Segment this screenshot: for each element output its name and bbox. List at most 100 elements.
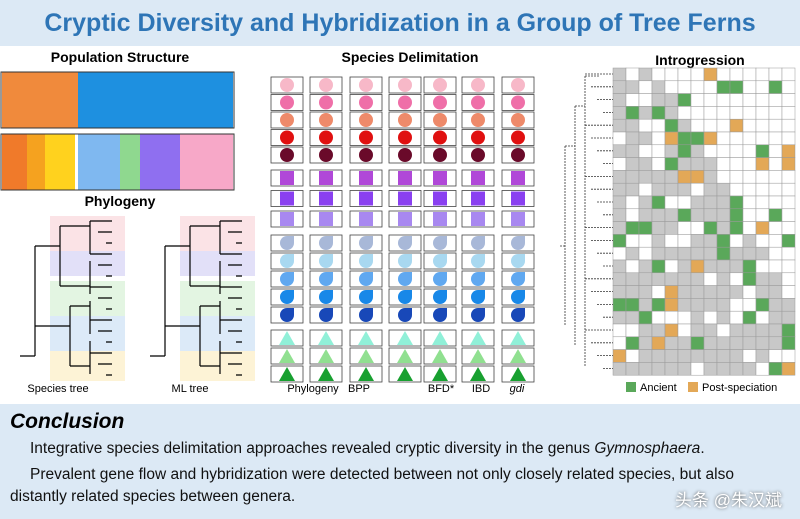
- heat-cell: [664, 310, 679, 325]
- heat-cell: [768, 259, 783, 274]
- heat-cell: [638, 272, 653, 286]
- heat-cell: [768, 195, 783, 210]
- heat-cell: [677, 323, 692, 338]
- heat-cell: [612, 67, 627, 82]
- heat-cell: [742, 285, 757, 299]
- heat-cell: [625, 131, 640, 146]
- heat-cell: [690, 93, 705, 107]
- drop-icon: [511, 236, 525, 250]
- heat-cell: [651, 259, 666, 274]
- heat-cell: [625, 310, 640, 325]
- heat-cell: [768, 170, 783, 184]
- heat-cell: [729, 221, 744, 235]
- heat-cell: [664, 362, 679, 376]
- heat-cell: [651, 93, 666, 107]
- heat-cell: [781, 349, 796, 363]
- heat-cell: [703, 323, 718, 338]
- heat-cell: [742, 144, 757, 158]
- panel-title: Population Structure: [51, 49, 190, 65]
- heat-cell: [664, 106, 679, 120]
- structure-bar: [2, 134, 27, 190]
- heat-cell: [612, 336, 627, 350]
- square-icon: [319, 171, 333, 185]
- square-icon: [433, 171, 447, 185]
- drop-icon: [319, 236, 333, 250]
- heat-cell: [742, 80, 757, 94]
- heat-cell: [612, 272, 627, 286]
- heat-cell: [664, 285, 679, 299]
- conclusion: Conclusion Integrative species delimitat…: [0, 404, 800, 519]
- square-icon: [511, 191, 525, 206]
- panel-title: Species Delimitation: [342, 49, 479, 65]
- heat-cell: [612, 80, 627, 94]
- heat-cell: [742, 208, 757, 222]
- structure-bar: [140, 134, 180, 190]
- heat-cell: [755, 362, 770, 376]
- square-icon: [471, 171, 485, 185]
- heat-cell: [768, 144, 783, 158]
- heat-cell: [638, 234, 653, 248]
- heat-cell: [703, 349, 718, 363]
- drop-icon: [511, 254, 525, 268]
- heat-cell: [716, 157, 731, 171]
- tree: [150, 220, 242, 376]
- heat-cell: [625, 323, 640, 338]
- heat-cell: [651, 310, 666, 325]
- triangle-icon: [279, 349, 295, 363]
- heat-cell: [716, 310, 731, 325]
- heat-cell: [755, 234, 770, 248]
- heat-cell: [755, 93, 770, 107]
- heat-cell: [677, 157, 692, 171]
- triangle-icon: [397, 367, 413, 381]
- heat-cell: [781, 310, 796, 325]
- heat-cell: [729, 336, 744, 350]
- heat-cell: [703, 118, 718, 133]
- heat-cell: [651, 362, 666, 376]
- circle-icon: [280, 113, 294, 127]
- circle-icon: [511, 148, 525, 162]
- heat-cell: [781, 323, 796, 338]
- heat-cell: [755, 182, 770, 197]
- square-icon: [359, 191, 373, 206]
- heat-cell: [638, 106, 653, 120]
- heat-cell: [768, 208, 783, 222]
- heat-cell: [690, 157, 705, 171]
- heat-cell: [742, 131, 757, 146]
- heat-cell: [677, 285, 692, 299]
- figure: Population Structure Phylogeny Species t…: [0, 49, 796, 395]
- heat-cell: [729, 144, 744, 158]
- heat-cell: [716, 246, 731, 261]
- heat-cell: [612, 131, 627, 146]
- heat-cell: [625, 246, 640, 261]
- square-icon: [433, 212, 447, 226]
- drop-icon: [471, 308, 485, 322]
- heat-cell: [677, 182, 692, 197]
- triangle-icon: [510, 367, 526, 381]
- heat-cell: [781, 67, 796, 82]
- heat-cell: [742, 349, 757, 363]
- structure-bar: [78, 72, 233, 128]
- heat-cell: [612, 157, 627, 171]
- drop-icon: [359, 272, 373, 286]
- heat-cell: [677, 259, 692, 274]
- heat-cell: [612, 259, 627, 274]
- heat-cell: [768, 67, 783, 82]
- legend-label: Ancient: [640, 382, 677, 394]
- heat-cell: [677, 234, 692, 248]
- heat-cell: [755, 298, 770, 312]
- heat-cell: [716, 131, 731, 146]
- drop-icon: [398, 254, 412, 268]
- heat-cell: [703, 182, 718, 197]
- drop-icon: [280, 254, 294, 268]
- heat-cell: [690, 182, 705, 197]
- heat-cell: [742, 195, 757, 210]
- heat-cell: [755, 310, 770, 325]
- heat-cell: [768, 118, 783, 133]
- heat-cell: [729, 285, 744, 299]
- heat-cell: [625, 336, 640, 350]
- heat-cell: [781, 259, 796, 274]
- heat-cell: [781, 195, 796, 210]
- heat-cell: [677, 131, 692, 146]
- heat-cell: [638, 80, 653, 94]
- tree: [20, 220, 112, 376]
